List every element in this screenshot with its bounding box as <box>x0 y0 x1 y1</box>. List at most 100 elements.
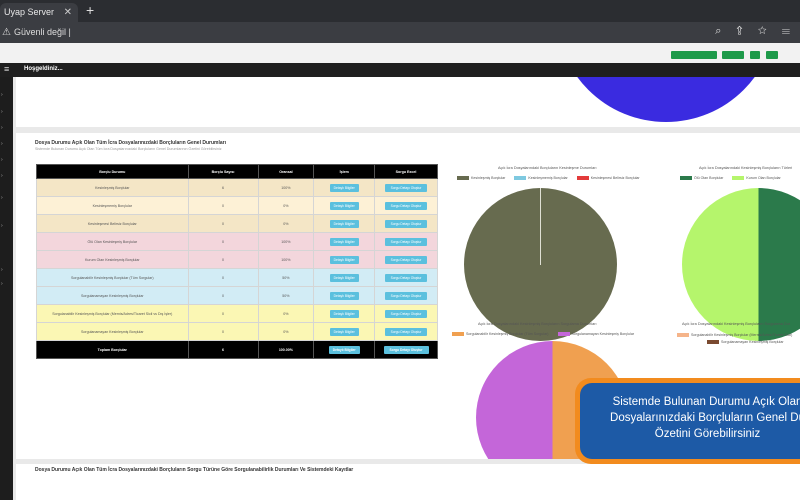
previous-panel <box>16 77 800 127</box>
row-count: 0 <box>187 250 259 269</box>
row-action: Detaylı Bilgiler <box>313 214 376 233</box>
previous-pie-chart <box>556 77 776 122</box>
detail-button[interactable]: Detaylı Bilgiler <box>329 309 359 318</box>
export-button[interactable] <box>766 51 778 59</box>
legend-swatch <box>514 176 527 181</box>
detail-button[interactable]: Detaylı Bilgiler <box>329 237 359 246</box>
row-action: Detaylı Bilgiler <box>313 196 376 215</box>
browser-action-icons[interactable]: ⌕ ⇪ ☆ ☰ <box>715 25 796 37</box>
row-label: Kesinleşmemiş Borçlular <box>36 196 189 215</box>
excel-button[interactable]: Sorgu Detayı Oluştur <box>384 309 428 318</box>
excel-button[interactable]: Sorgu Detayı Oluştur <box>384 327 428 336</box>
callout-line: Dosyalarınızdaki Borçluların Genel Du <box>610 412 800 424</box>
excel-button[interactable]: Sorgu Detayı Oluştur <box>384 201 428 210</box>
legend-item[interactable]: Sorgulanamayan Kesinleşmiş Borçlular <box>677 339 792 346</box>
table-row: Sorgulanamayan Kesinleşmiş Borçlular 0 0% D… <box>36 322 438 341</box>
row-label: Sorgulanabilir Kesinleşmiş Borçlular (Tü… <box>36 268 189 287</box>
legend-item[interactable]: Sorgulanamayan Kesinleşmiş Borçlular <box>557 332 634 337</box>
sidebar-item[interactable]: › <box>1 141 3 147</box>
detail-button[interactable]: Detaylı Bilgiler <box>329 327 359 336</box>
refresh-button[interactable] <box>750 51 760 59</box>
detail-button[interactable]: Detaylı Bilgiler <box>329 291 359 300</box>
app-navbar: ≡ Hoşgeldiniz... <box>0 63 800 77</box>
detail-button[interactable]: Detaylı Bilgiler <box>329 273 359 282</box>
chart-legend: Sorgulanabilir Kesinleşmiş Borçlular (Me… <box>677 332 792 346</box>
legend-swatch <box>452 332 464 337</box>
row-label: Ölü Olan Kesinleşmiş Borçlular <box>36 232 189 251</box>
table-row: Sorgulanabilir Kesinleşmiş Borçlular (Tü… <box>36 268 438 287</box>
chart-title: Açık İcra Dosyalarındaki Borçluların Kes… <box>498 166 597 170</box>
row-action: Detaylı Bilgiler <box>313 286 376 305</box>
excel-button[interactable]: Sorgu Detayı Oluştur <box>384 255 428 264</box>
col-header: Sorgu Excel <box>374 164 438 179</box>
row-percent: 50% <box>257 286 315 305</box>
legend-item[interactable]: Kesinleşmesi Belirsiz Borçlular <box>576 176 640 181</box>
legend-item[interactable]: Kesinleşmemiş Borçlular <box>514 176 568 181</box>
pie-slice-divider <box>540 188 541 265</box>
table-row: Kesinleşmemiş Borçlular 0 0% Detaylı Bilgil… <box>36 196 438 215</box>
detail-button[interactable]: Detaylı Bilgiler <box>329 219 359 228</box>
row-excel: Sorgu Detayı Oluştur <box>374 196 438 215</box>
sidebar-item[interactable]: › <box>1 173 3 179</box>
close-icon[interactable]: ✕ <box>63 7 72 18</box>
row-action: Detaylı Bilgiler <box>313 250 376 269</box>
menu-icon[interactable]: ≡ <box>4 64 10 74</box>
excel-button[interactable]: Sorgu Detayı Oluştur <box>384 237 428 246</box>
legend-item[interactable]: Kesinleşmiş Borçlular <box>457 176 506 181</box>
chart-title: Açık İcra Dosyalarındaki Kesinleşmiş Bor… <box>682 322 791 326</box>
legend-item[interactable]: Ölü Olan Borçlular <box>680 176 724 181</box>
excel-button[interactable]: Sorgu Detayı Oluştur <box>383 345 429 354</box>
pie-chart-kesinlesme[interactable] <box>464 188 617 341</box>
row-excel: Sorgu Detayı Oluştur <box>374 340 438 359</box>
user-button[interactable] <box>671 51 717 59</box>
sidebar-item[interactable]: › <box>1 157 3 163</box>
legend-item[interactable]: Sorgulanabilir Kesinleşmiş Borçlular (Me… <box>677 332 792 339</box>
sidebar-item[interactable]: › <box>1 267 3 273</box>
sidebar-item[interactable]: › <box>1 109 3 115</box>
browser-tab-bar: Uyap Server ✕ + <box>0 0 800 22</box>
row-action: Detaylı Bilgiler <box>313 322 376 341</box>
excel-button[interactable]: Sorgu Detayı Oluştur <box>384 291 428 300</box>
tab-title: Uyap Server <box>4 7 55 17</box>
legend-swatch <box>680 176 692 181</box>
detail-button[interactable]: Detaylı Bilgiler <box>329 201 359 210</box>
legend-label: Kesinleşmiş Borçlular <box>471 176 506 180</box>
excel-button[interactable]: Sorgu Detayı Oluştur <box>384 273 428 282</box>
sidebar-item[interactable]: › <box>1 195 3 201</box>
excel-button[interactable]: Sorgu Detayı Oluştur <box>384 219 428 228</box>
address-bar[interactable]: ⚠ Güvenli değil | ⌕ ⇪ ☆ ☰ <box>0 22 800 43</box>
detail-button[interactable]: Detaylı Bilgiler <box>329 255 359 264</box>
row-percent: 100% <box>257 178 315 197</box>
chart-legend: Ölü Olan Borçlular Kurum Olan Borçlular <box>680 176 789 181</box>
legend-label: Ölü Olan Borçlular <box>694 176 724 180</box>
row-percent: 50% <box>257 268 315 287</box>
row-label: Kurum Olan Kesinleşmiş Borçlular <box>36 250 189 269</box>
legend-swatch <box>677 333 689 338</box>
row-count: 0 <box>187 232 259 251</box>
row-count: 6 <box>187 178 259 197</box>
excel-button[interactable]: Sorgu Detayı Oluştur <box>384 183 428 192</box>
sidebar-item[interactable]: › <box>1 92 3 98</box>
browser-tab[interactable]: Uyap Server ✕ <box>0 3 78 22</box>
detail-button[interactable]: Detaylı Bilgiler <box>328 345 360 354</box>
row-percent: 100% <box>257 232 315 251</box>
new-tab-button[interactable]: + <box>86 2 95 18</box>
row-percent: 0% <box>257 214 315 233</box>
sidebar-item[interactable]: › <box>1 125 3 131</box>
row-percent: 0% <box>257 304 315 323</box>
row-excel: Sorgu Detayı Oluştur <box>374 322 438 341</box>
balance-button[interactable] <box>722 51 744 59</box>
sidebar: › › › › › › › › › › <box>0 77 13 500</box>
sidebar-item[interactable]: › <box>1 281 3 287</box>
warning-icon: ⚠ <box>2 27 11 38</box>
legend-item[interactable]: Kurum Olan Borçlular <box>732 176 781 181</box>
sidebar-item[interactable]: › <box>1 223 3 229</box>
legend-swatch <box>732 176 745 181</box>
row-excel: Sorgu Detayı Oluştur <box>374 178 438 197</box>
row-label: Sorgulanabilir Kesinleşmiş Borçlular (Me… <box>36 304 189 323</box>
row-excel: Sorgu Detayı Oluştur <box>374 304 438 323</box>
legend-item[interactable]: Sorgulanabilir Kesinleşmiş Borçlular (Tü… <box>452 332 549 337</box>
pie-chart-borclu-turleri[interactable] <box>682 188 800 341</box>
security-status: Güvenli değil | <box>14 27 71 37</box>
detail-button[interactable]: Detaylı Bilgiler <box>329 183 359 192</box>
